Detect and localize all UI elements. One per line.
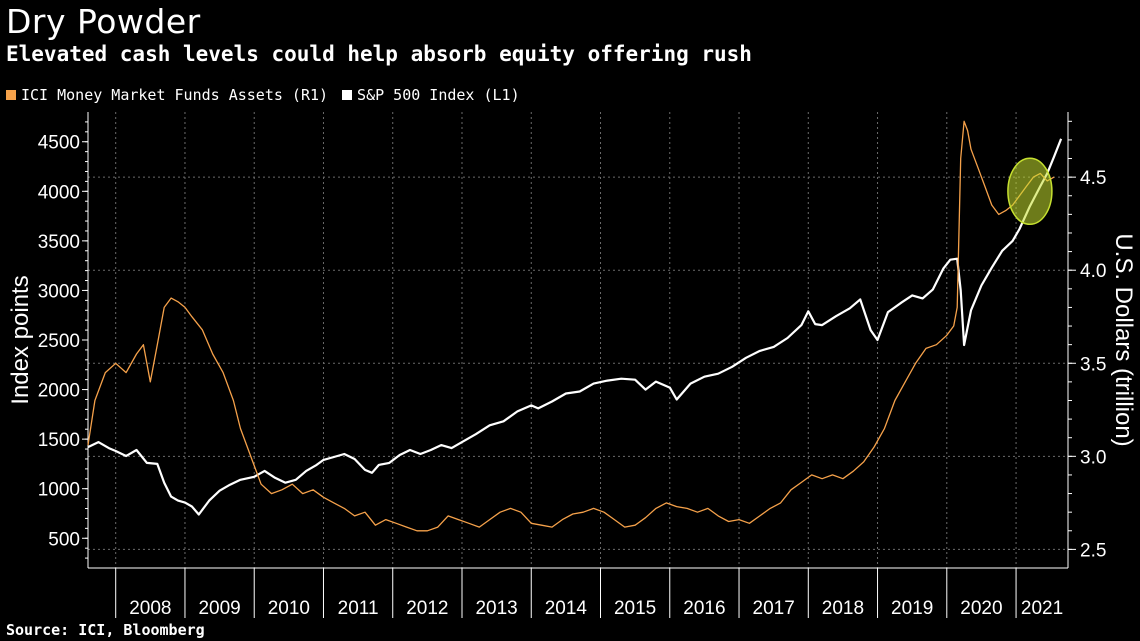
- y-right-tick-label: 2.5: [1080, 540, 1106, 561]
- x-tick-label: 2012: [406, 598, 448, 619]
- x-tick-label: 2017: [753, 598, 795, 619]
- chart-title: Dry Powder: [6, 2, 201, 41]
- highlight-ellipse: [1007, 157, 1053, 226]
- x-axis: 2008 2009 2010 2011 2012 2013 2014 2015 2016 2017…: [115, 568, 1063, 619]
- x-tick-label: 2013: [475, 598, 517, 619]
- legend-label-sp500: S&P 500 Index (L1): [357, 86, 520, 104]
- y-axis-right-title: U.S. Dollars (trillion): [1110, 233, 1137, 446]
- x-tick-label: 2021: [1021, 598, 1063, 619]
- x-tick-label: 2015: [614, 598, 656, 619]
- plot-frame: [87, 112, 1069, 569]
- x-tick-label: 2016: [683, 598, 725, 619]
- y-right-tick-label: 4.5: [1080, 168, 1106, 189]
- y-right-tick-label: 3.5: [1080, 354, 1106, 375]
- x-tick-label: 2008: [129, 598, 171, 619]
- chart-legend: ICI Money Market Funds Assets (R1) S&P 5…: [6, 86, 520, 104]
- y-right-tick-label: 3.0: [1080, 447, 1106, 468]
- series-layer: [87, 120, 1063, 532]
- chart-grid: [88, 112, 1068, 568]
- legend-item-ici: ICI Money Market Funds Assets (R1): [6, 86, 328, 104]
- x-tick-label: 2010: [268, 598, 310, 619]
- y-left-tick-label: 4500: [38, 133, 80, 154]
- x-tick-label: 2014: [545, 598, 588, 619]
- legend-label-ici: ICI Money Market Funds Assets (R1): [21, 86, 329, 104]
- series-line-ici: [87, 120, 1055, 532]
- y-left-tick-label: 1000: [38, 480, 80, 501]
- legend-swatch-sp500: [342, 90, 353, 100]
- y-left-tick-label: 500: [48, 529, 80, 550]
- highlight-layer: [1007, 157, 1053, 226]
- y-left-tick-label: 3500: [38, 232, 80, 253]
- x-tick-label: 2011: [338, 598, 379, 619]
- y-right-tick-label: 4.0: [1080, 261, 1106, 282]
- legend-swatch-ici: [6, 90, 16, 100]
- series-line-sp500: [87, 138, 1063, 516]
- source-note: Source: ICI, Bloomberg: [6, 621, 205, 639]
- y-axis-right: 2.5 3.0 3.5 4.0 4.5: [1068, 120, 1106, 561]
- x-tick-label: 2020: [960, 598, 1002, 619]
- legend-item-sp500: S&P 500 Index (L1): [342, 86, 520, 104]
- y-left-tick-label: 2500: [38, 331, 80, 352]
- chart-subtitle: Elevated cash levels could help absorb e…: [6, 42, 752, 66]
- y-left-tick-label: 1500: [38, 430, 80, 451]
- x-tick-label: 2018: [822, 598, 864, 619]
- x-tick-label: 2019: [891, 598, 933, 619]
- y-left-tick-label: 2000: [38, 381, 80, 402]
- y-left-tick-label: 3000: [38, 281, 80, 302]
- y-axis-left: 500 1000 1500 2000 2500 3000 3500 4000 4500: [38, 121, 88, 559]
- y-left-tick-label: 4000: [38, 182, 80, 203]
- x-tick-label: 2009: [198, 598, 240, 619]
- y-axis-left-title: Index points: [7, 275, 34, 404]
